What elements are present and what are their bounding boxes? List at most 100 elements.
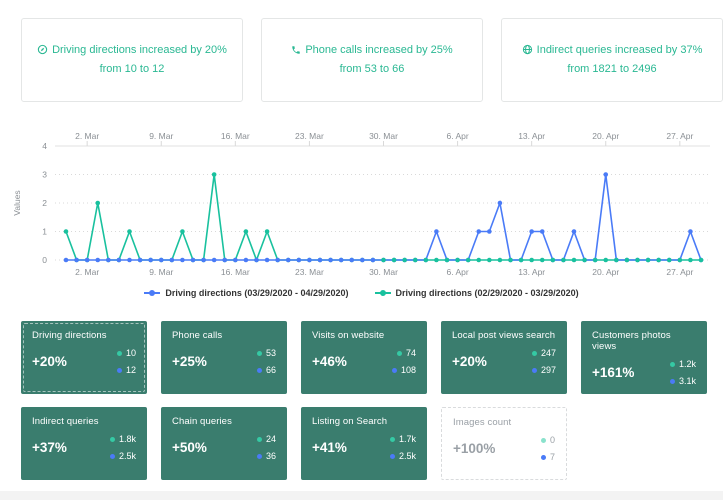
- data-point: [635, 257, 640, 263]
- data-point: [381, 257, 386, 263]
- y-tick-label: 3: [42, 170, 47, 180]
- metric-card-images-count[interactable]: Images count +100% 0 7: [441, 407, 567, 480]
- metric-card-phone-calls[interactable]: Phone calls +25% 53 66: [161, 321, 287, 394]
- previous-value-label: 53: [265, 348, 276, 358]
- previous-period-value: 1.8k: [109, 434, 136, 444]
- data-point: [402, 257, 407, 263]
- data-point: [497, 257, 503, 263]
- data-point: [243, 229, 249, 234]
- previous-value-label: 1.8k: [118, 434, 136, 444]
- current-value-label: 66: [265, 365, 276, 375]
- x-tick-label-bottom: 20. Apr: [592, 267, 619, 277]
- summary-line-2: from 53 to 66: [339, 63, 405, 75]
- current-value-label: 297: [540, 365, 556, 375]
- y-tick-label: 2: [42, 198, 47, 208]
- legend-item-current-period[interactable]: Driving directions (03/29/2020 - 04/29/2…: [144, 288, 349, 298]
- data-point: [571, 229, 577, 234]
- metric-card-indirect-queries[interactable]: Indirect queries +37% 1.8k 2.5k: [21, 407, 147, 480]
- x-tick-label-bottom: 9. Mar: [149, 267, 173, 277]
- teal-dot-icon: [540, 437, 546, 443]
- metric-card-visits-on-website[interactable]: Visits on website +46% 74 108: [301, 321, 427, 394]
- x-tick-label-top: 9. Mar: [149, 131, 173, 141]
- metric-change-percent: +161%: [592, 365, 635, 380]
- legend-item-previous-period[interactable]: Driving directions (02/29/2020 - 03/29/2…: [374, 288, 579, 298]
- data-point: [529, 229, 534, 234]
- summary-line-1: Phone calls increased by 25%: [291, 42, 453, 61]
- data-point: [95, 257, 101, 263]
- previous-period-value: 1.7k: [389, 434, 416, 444]
- current-value-label: 12: [125, 365, 136, 375]
- x-tick-label-bottom: 16. Mar: [221, 267, 250, 277]
- previous-period-value: 24: [256, 434, 276, 444]
- teal-dot-icon: [256, 350, 262, 356]
- data-point: [254, 257, 259, 263]
- data-point: [317, 257, 323, 263]
- teal-dot-icon: [116, 350, 122, 356]
- data-point: [211, 257, 217, 263]
- blue-dot-icon: [391, 367, 397, 373]
- current-value-label: 36: [265, 451, 276, 461]
- summary-line-1: Driving directions increased by 20%: [37, 42, 227, 61]
- data-point: [508, 257, 513, 263]
- data-point: [487, 257, 492, 263]
- data-point: [455, 257, 460, 263]
- teal-dot-icon: [109, 436, 115, 442]
- data-point: [63, 229, 69, 234]
- summary-text: Driving directions increased by 20%: [52, 44, 227, 56]
- previous-value-label: 1.7k: [398, 434, 416, 444]
- x-tick-label-bottom: 2. Mar: [75, 267, 99, 277]
- metric-title: Visits on website: [312, 330, 385, 341]
- data-point: [243, 257, 249, 263]
- data-point: [688, 229, 693, 234]
- teal-dot-icon: [531, 350, 537, 356]
- data-point: [264, 257, 270, 263]
- teal-dot-icon: [396, 350, 402, 356]
- data-point: [233, 257, 238, 263]
- x-tick-label-top: 13. Apr: [518, 131, 545, 141]
- data-point: [116, 257, 122, 263]
- data-point: [190, 257, 196, 263]
- y-tick-label: 0: [42, 255, 47, 265]
- data-point: [349, 257, 355, 263]
- metric-card-listing-on-search[interactable]: Listing on Search +41% 1.7k 2.5k: [301, 407, 427, 480]
- x-tick-label-top: 30. Mar: [369, 131, 398, 141]
- blue-dot-icon: [109, 453, 115, 459]
- metric-change-percent: +41%: [312, 440, 347, 455]
- current-period-value: 2.5k: [389, 451, 416, 461]
- previous-value-label: 247: [540, 348, 556, 358]
- data-point: [614, 257, 619, 263]
- y-tick-label: 4: [42, 141, 47, 151]
- bottom-edge-strip: [0, 491, 723, 500]
- legend-label: Driving directions (03/29/2020 - 04/29/2…: [165, 288, 349, 298]
- current-period-value: 66: [256, 365, 276, 375]
- data-point: [688, 257, 693, 263]
- blue-dot-icon: [531, 367, 537, 373]
- current-period-value: 36: [256, 451, 276, 461]
- previous-period-value: 10: [116, 348, 136, 358]
- metric-title: Chain queries: [172, 416, 232, 427]
- blue-dot-icon: [256, 367, 262, 373]
- data-point: [603, 172, 609, 177]
- summary-card-phone-calls: Phone calls increased by 25% from 53 to …: [261, 18, 483, 102]
- metric-card-customers-photos-views[interactable]: Customers photos views +161% 1.2k 3.1k: [581, 321, 707, 394]
- previous-period-line: [65, 174, 701, 263]
- summary-card-indirect-queries: Indirect queries increased by 37% from 1…: [501, 18, 723, 102]
- data-point: [497, 200, 503, 206]
- metric-change-percent: +100%: [453, 441, 496, 456]
- metric-change-percent: +37%: [32, 440, 67, 455]
- data-point: [539, 229, 545, 234]
- data-point: [180, 229, 185, 234]
- metric-change-percent: +50%: [172, 440, 207, 455]
- driving-directions-trend-chart[interactable]: 0 1 2 3 4 Values 2. Mar 2. Mar 9. Mar 9. Mar 16. M…: [0, 126, 723, 286]
- data-point: [63, 257, 69, 263]
- metric-card-chain-queries[interactable]: Chain queries +50% 24 36: [161, 407, 287, 480]
- metric-card-local-post-views-search[interactable]: Local post views search +20% 247 297: [441, 321, 567, 394]
- summary-line-1: Indirect queries increased by 37%: [522, 42, 702, 61]
- data-point: [434, 229, 439, 234]
- previous-period-value: 74: [396, 348, 416, 358]
- chart-legend: Driving directions (03/29/2020 - 04/29/2…: [0, 288, 723, 298]
- metric-card-driving-directions[interactable]: Driving directions +20% 10 12: [21, 321, 147, 394]
- data-point: [444, 257, 450, 263]
- teal-line-marker-icon: [374, 290, 391, 296]
- directions-compass-icon: [37, 44, 48, 61]
